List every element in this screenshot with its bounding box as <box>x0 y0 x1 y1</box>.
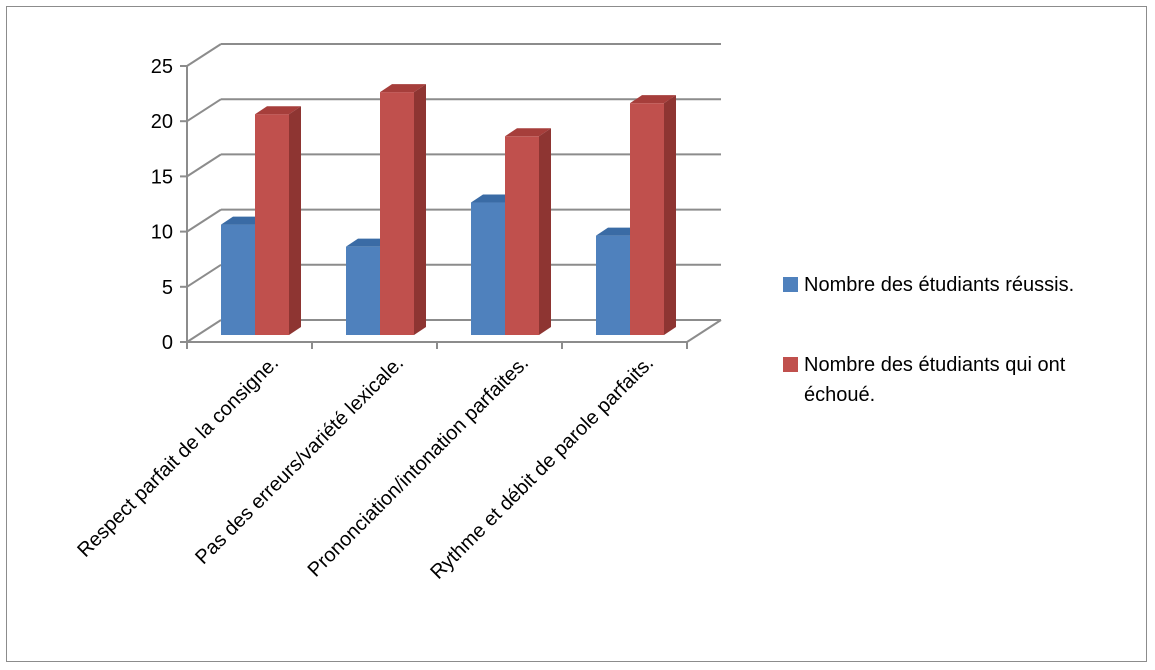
y-tick-label: 25 <box>151 56 173 78</box>
axes <box>180 65 688 349</box>
legend-label: Nombre des étudiants qui ont échoué. <box>804 354 1066 406</box>
chart-frame: 0 5 10 15 20 25 Respect parfait de la consigne… <box>6 6 1147 662</box>
category-label: Prononciation/intonation parfaites. <box>304 352 533 581</box>
legend-label-line: échoué. <box>804 384 875 406</box>
bar-side <box>539 128 551 335</box>
gridline-side <box>186 153 222 178</box>
gridline-side <box>186 43 222 67</box>
y-tick-label: 20 <box>151 111 173 133</box>
gridline-side <box>186 319 222 343</box>
bar-side <box>289 106 301 335</box>
bars <box>221 84 676 336</box>
bar-front <box>505 136 539 335</box>
bar-front <box>380 92 414 336</box>
bar-chart: 0 5 10 15 20 25 Respect parfait de la consigne… <box>73 43 1074 584</box>
legend-label: Nombre des étudiants réussis. <box>804 274 1074 296</box>
bar-front <box>630 103 664 335</box>
category-label: Rythme et débit de parole parfaits. <box>426 352 658 584</box>
legend-label-line: Nombre des étudiants réussis. <box>804 274 1074 296</box>
bar-front <box>255 114 289 335</box>
floor-edge <box>686 319 722 343</box>
bar-front <box>596 235 630 335</box>
bar-top <box>380 84 426 93</box>
legend-swatch <box>783 277 798 292</box>
gridline-side <box>186 98 222 123</box>
bar-front <box>471 202 505 335</box>
y-tick-label: 0 <box>162 332 173 354</box>
bar-side <box>414 84 426 336</box>
y-tick-label: 15 <box>151 166 173 188</box>
bar-top <box>505 128 551 137</box>
legend-swatch <box>783 357 798 372</box>
y-tick-label: 10 <box>151 222 173 244</box>
category-label: Respect parfait de la consigne. <box>73 352 283 562</box>
legend: Nombre des étudiants réussis. Nombre des … <box>783 274 1074 406</box>
category-label: Pas des erreurs/variété lexicale. <box>191 352 408 569</box>
bar-top <box>630 95 676 104</box>
bar-front <box>346 246 380 335</box>
bar-front <box>221 224 255 335</box>
y-tick-label: 5 <box>162 277 173 299</box>
bar-side <box>664 95 676 335</box>
legend-label-line: Nombre des étudiants qui ont <box>804 354 1066 376</box>
bar-top <box>255 106 301 115</box>
gridline-side <box>186 263 222 288</box>
gridline-side <box>186 208 222 233</box>
